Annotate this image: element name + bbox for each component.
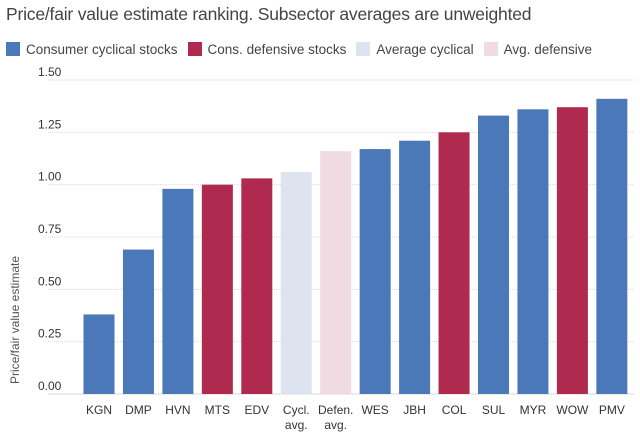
- bar-myr: [517, 109, 549, 394]
- x-tick-label: avg.: [285, 418, 308, 432]
- x-tick-label: JBH: [403, 403, 426, 417]
- x-tick-label: avg.: [324, 418, 347, 432]
- x-tick-label: COL: [442, 403, 467, 417]
- x-tick-label: Defen.: [318, 403, 353, 417]
- x-tick-label: SUL: [482, 403, 506, 417]
- bar-kgn: [83, 314, 115, 394]
- x-tick-label: HVN: [165, 403, 190, 417]
- x-tick-label: KGN: [86, 403, 112, 417]
- bar-col: [438, 132, 470, 395]
- legend-swatch-consumer-cyclical: [6, 42, 20, 56]
- bar-dmp: [122, 249, 154, 394]
- bar-edv: [241, 178, 273, 394]
- x-tick-label: WES: [361, 403, 388, 417]
- y-tick-label: 0.00: [38, 379, 62, 393]
- x-tick-label: PMV: [599, 403, 625, 417]
- bar-hvn: [162, 188, 194, 394]
- x-tick-label: MYR: [520, 403, 547, 417]
- legend-label-cons-defensive: Cons. defensive stocks: [207, 41, 347, 57]
- chart-title: Price/fair value estimate ranking. Subse…: [6, 4, 532, 24]
- legend-item-consumer-cyclical: Consumer cyclical stocks: [6, 42, 178, 57]
- y-tick-label: 1.00: [38, 170, 62, 184]
- y-tick-label: 0.25: [38, 327, 62, 341]
- bar-wes: [359, 149, 391, 394]
- chart-legend: Consumer cyclical stocks Cons. defensive…: [6, 40, 602, 58]
- legend-label-avg-defensive: Avg. defensive: [503, 41, 592, 57]
- legend-swatch-average-cyclical: [356, 42, 371, 56]
- bar-defen-avg: [320, 151, 352, 394]
- y-tick-label: 0.50: [38, 274, 62, 288]
- legend-swatch-cons-defensive: [187, 42, 202, 56]
- bar-cycl-avg: [280, 172, 312, 394]
- legend-item-cons-defensive: Cons. defensive stocks: [187, 41, 347, 57]
- bar-wow: [556, 107, 588, 395]
- y-tick-label: 1.50: [38, 65, 62, 79]
- y-axis-label: Price/fair value estimate: [8, 256, 22, 384]
- x-tick-label: MTS: [205, 403, 230, 417]
- bar-jbh: [399, 140, 431, 394]
- x-tick-label: Cycl.: [283, 403, 310, 417]
- y-tick-label: 0.75: [38, 222, 62, 236]
- y-tick-label: 1.25: [38, 117, 62, 131]
- x-tick-label: WOW: [556, 403, 589, 417]
- legend-swatch-avg-defensive: [483, 42, 498, 56]
- x-tick-label: DMP: [125, 403, 152, 417]
- legend-item-average-cyclical: Average cyclical: [356, 41, 474, 57]
- bar-mts: [201, 184, 233, 394]
- legend-label-consumer-cyclical: Consumer cyclical stocks: [26, 41, 178, 57]
- bar-sul: [478, 115, 509, 394]
- legend-label-average-cyclical: Average cyclical: [376, 41, 474, 57]
- bar-pmv: [596, 98, 628, 394]
- x-tick-label: EDV: [244, 403, 269, 417]
- legend-item-avg-defensive: Avg. defensive: [483, 41, 592, 57]
